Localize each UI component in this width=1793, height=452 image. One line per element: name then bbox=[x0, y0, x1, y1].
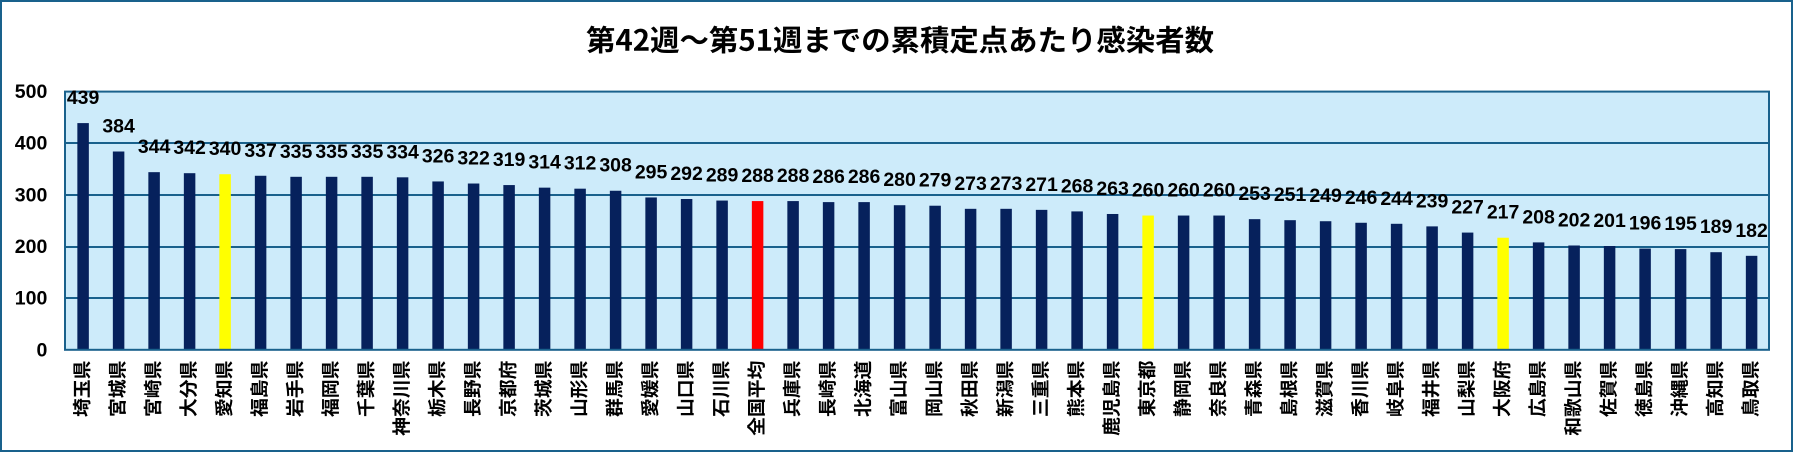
svg-text:400: 400 bbox=[15, 133, 48, 155]
svg-text:326: 326 bbox=[422, 146, 455, 168]
svg-text:239: 239 bbox=[1416, 190, 1449, 212]
svg-text:260: 260 bbox=[1132, 180, 1165, 202]
svg-text:196: 196 bbox=[1629, 213, 1662, 235]
svg-text:334: 334 bbox=[386, 141, 419, 163]
svg-text:249: 249 bbox=[1309, 185, 1342, 207]
svg-text:337: 337 bbox=[244, 140, 277, 162]
svg-text:208: 208 bbox=[1522, 206, 1555, 228]
svg-text:312: 312 bbox=[564, 153, 597, 175]
svg-text:253: 253 bbox=[1238, 183, 1271, 205]
svg-text:439: 439 bbox=[67, 87, 100, 109]
svg-text:202: 202 bbox=[1558, 210, 1591, 232]
svg-text:195: 195 bbox=[1664, 213, 1697, 235]
svg-text:344: 344 bbox=[138, 136, 171, 158]
svg-text:335: 335 bbox=[351, 141, 384, 163]
svg-text:295: 295 bbox=[635, 162, 668, 184]
svg-text:335: 335 bbox=[315, 141, 348, 163]
svg-text:384: 384 bbox=[102, 116, 135, 138]
svg-text:260: 260 bbox=[1203, 180, 1236, 202]
svg-text:200: 200 bbox=[15, 236, 48, 258]
svg-text:286: 286 bbox=[812, 166, 845, 188]
svg-text:286: 286 bbox=[848, 166, 881, 188]
svg-text:279: 279 bbox=[919, 170, 952, 192]
svg-text:322: 322 bbox=[457, 148, 490, 170]
svg-text:268: 268 bbox=[1061, 175, 1094, 197]
svg-text:100: 100 bbox=[15, 288, 48, 310]
svg-text:263: 263 bbox=[1096, 178, 1129, 200]
svg-text:244: 244 bbox=[1380, 188, 1413, 210]
svg-text:314: 314 bbox=[528, 152, 561, 174]
svg-text:0: 0 bbox=[36, 339, 47, 361]
svg-text:319: 319 bbox=[493, 149, 526, 171]
svg-text:246: 246 bbox=[1345, 187, 1378, 209]
svg-text:189: 189 bbox=[1700, 216, 1733, 238]
svg-text:251: 251 bbox=[1274, 184, 1307, 206]
svg-text:342: 342 bbox=[173, 137, 206, 159]
svg-text:182: 182 bbox=[1735, 220, 1768, 242]
svg-text:217: 217 bbox=[1487, 202, 1520, 224]
svg-text:260: 260 bbox=[1167, 180, 1200, 202]
svg-text:288: 288 bbox=[741, 165, 774, 187]
svg-text:500: 500 bbox=[15, 81, 48, 103]
svg-text:340: 340 bbox=[209, 138, 242, 160]
svg-text:335: 335 bbox=[280, 141, 313, 163]
svg-text:273: 273 bbox=[990, 173, 1023, 195]
svg-text:292: 292 bbox=[670, 163, 703, 185]
svg-text:201: 201 bbox=[1593, 210, 1626, 232]
svg-text:280: 280 bbox=[883, 169, 916, 191]
svg-text:308: 308 bbox=[599, 155, 632, 177]
svg-text:289: 289 bbox=[706, 165, 739, 187]
svg-text:288: 288 bbox=[777, 165, 810, 187]
svg-text:273: 273 bbox=[954, 173, 987, 195]
svg-text:271: 271 bbox=[1025, 174, 1058, 196]
svg-text:227: 227 bbox=[1451, 197, 1484, 219]
svg-text:300: 300 bbox=[15, 184, 48, 206]
